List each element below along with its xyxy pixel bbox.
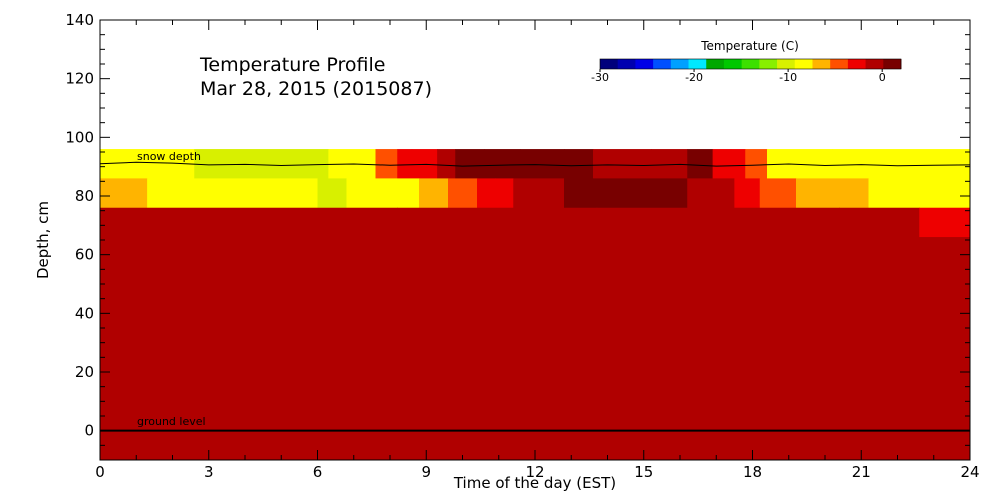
colorbar-tick-label: 0 (879, 71, 886, 84)
heatmap-cell (730, 149, 746, 179)
x-axis-label: Time of the day (EST) (453, 474, 616, 492)
colorbar-swatch (777, 59, 796, 69)
x-tick-label: 3 (204, 463, 214, 481)
colorbar-swatch (847, 59, 866, 69)
heatmap-cell (317, 178, 347, 209)
y-tick-label: 0 (84, 422, 94, 440)
chart-title-line-2: Mar 28, 2015 (2015087) (200, 78, 432, 100)
heatmap-cell (716, 178, 735, 209)
heatmap-cell (513, 178, 565, 209)
heatmap-cell (687, 149, 714, 179)
colorbar-swatch (865, 59, 884, 69)
heatmap-cell (375, 149, 398, 179)
heatmap-cell (346, 178, 420, 209)
y-tick-label: 40 (75, 304, 94, 322)
heatmap-cell (687, 178, 717, 209)
snow-depth-line (99, 161, 971, 167)
heatmap-cell (759, 178, 797, 209)
y-tick-label: 100 (65, 128, 94, 146)
y-tick-label: 20 (75, 363, 94, 381)
heatmap-cell (919, 207, 971, 238)
chart-title-line-1: Temperature Profile (199, 54, 385, 76)
colorbar-swatch (617, 59, 636, 69)
heatmap-cell (520, 149, 565, 179)
colorbar-swatch (883, 59, 902, 69)
y-tick-label: 140 (65, 11, 94, 29)
colorbar-swatch (794, 59, 813, 69)
heatmap-cell (593, 149, 652, 179)
heatmap-cell (455, 149, 485, 179)
colorbar-swatch (706, 59, 725, 69)
heatmap-cell (147, 178, 318, 209)
colorbar-swatch (688, 59, 707, 69)
chart-lines (99, 161, 971, 432)
x-tick-label: 15 (634, 463, 653, 481)
x-tick-label: 21 (852, 463, 871, 481)
colorbar-swatch (635, 59, 654, 69)
axis-ticks: 0 3 6 9 12 15 18 21 24 0 20 40 60 80 100 120 140 (65, 11, 979, 481)
y-tick-label: 80 (75, 187, 94, 205)
y-tick-label: 60 (75, 246, 94, 264)
heatmap-cell (839, 207, 920, 238)
colorbar-swatch (600, 59, 619, 69)
colorbar-tick-label: -10 (779, 71, 797, 84)
colorbar-tick-label: -30 (591, 71, 609, 84)
heatmap-cell (564, 178, 594, 209)
heatmap-cell (593, 178, 688, 209)
heatmap-cell (564, 149, 594, 179)
x-tick-label: 0 (95, 463, 105, 481)
heatmap-cell (477, 178, 496, 209)
heatmap-cell (868, 178, 971, 209)
heatmap-cell (100, 149, 195, 179)
colorbar-swatch (670, 59, 689, 69)
colorbar-tick-label: -20 (685, 71, 703, 84)
heatmap-cell (832, 149, 971, 179)
x-tick-label: 18 (743, 463, 762, 481)
heatmap-cell (734, 178, 761, 209)
heatmap-cell (397, 207, 598, 238)
snow-depth-label: snow depth (137, 150, 201, 163)
heatmap-cell (100, 178, 148, 209)
colorbar-swatch (759, 59, 778, 69)
heatmap-cell (712, 149, 732, 179)
y-tick-label: 120 (65, 70, 94, 88)
x-tick-label: 6 (313, 463, 323, 481)
colorbar-title: Temperature (C) (700, 39, 799, 53)
heatmap-cell (194, 149, 329, 179)
x-tick-label: 12 (525, 463, 544, 481)
colorbar-frame (599, 58, 902, 70)
x-tick-label: 9 (421, 463, 431, 481)
heatmap-cell (419, 178, 449, 209)
colorbar-swatch (723, 59, 743, 69)
heatmap-cell (397, 149, 413, 179)
heatmap-cell (484, 149, 521, 179)
y-axis-label: Depth, cm (34, 201, 52, 279)
colorbar-swatch (741, 59, 760, 69)
ground-level-label: ground level (137, 415, 206, 428)
heatmap-cell (100, 237, 971, 461)
heatmap-cells (100, 149, 971, 461)
heatmap-cell (796, 178, 869, 209)
heatmap-cell (448, 178, 478, 209)
heatmap-cell (596, 207, 840, 238)
colorbar-swatch (653, 59, 672, 69)
heatmap-cell (437, 149, 456, 179)
heatmap-cell (100, 207, 398, 238)
colorbar-swatch (812, 59, 831, 69)
colorbar-legend: Temperature (C) -30 -20 -10 0 (591, 39, 902, 84)
heatmap-cell (745, 149, 768, 179)
heatmap-cell (495, 178, 514, 209)
x-tick-label: 24 (960, 463, 979, 481)
colorbar-swatch (830, 59, 849, 69)
